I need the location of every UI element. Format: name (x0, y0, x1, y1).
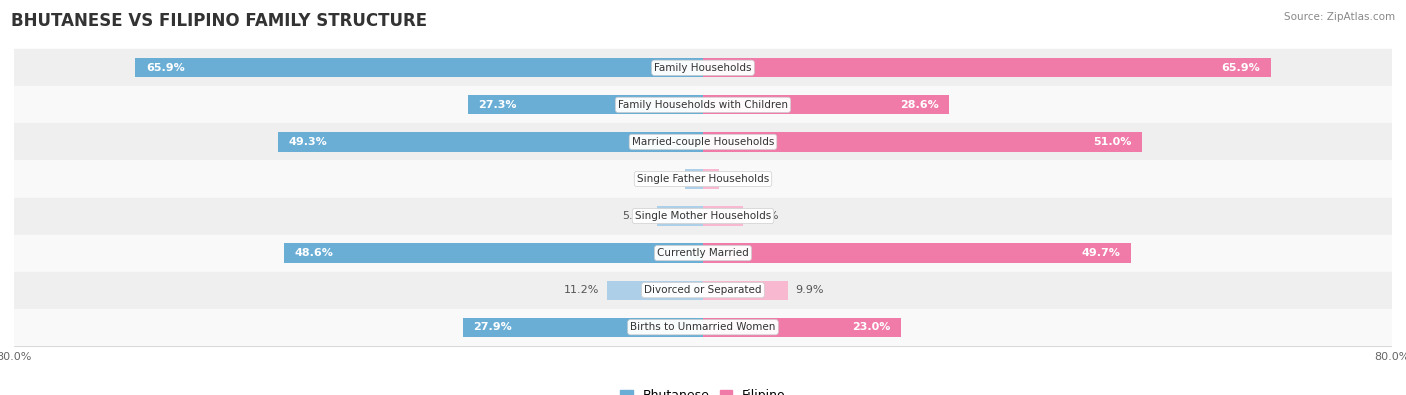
Bar (14, 308, 1392, 346)
Bar (14, 235, 1392, 272)
Bar (703, 280, 789, 300)
Bar (703, 243, 1130, 263)
Text: 48.6%: 48.6% (295, 248, 333, 258)
Text: 49.3%: 49.3% (288, 137, 328, 147)
Text: Family Households with Children: Family Households with Children (619, 100, 787, 110)
Bar (278, 132, 703, 152)
Text: BHUTANESE VS FILIPINO FAMILY STRUCTURE: BHUTANESE VS FILIPINO FAMILY STRUCTURE (11, 12, 427, 30)
Text: 28.6%: 28.6% (900, 100, 939, 110)
Bar (658, 207, 703, 226)
Text: 5.3%: 5.3% (623, 211, 651, 221)
Text: 27.3%: 27.3% (478, 100, 517, 110)
Text: 23.0%: 23.0% (852, 322, 891, 332)
Legend: Bhutanese, Filipino: Bhutanese, Filipino (616, 384, 790, 395)
Bar (14, 198, 1392, 235)
Bar (606, 280, 703, 300)
Bar (703, 95, 949, 115)
Bar (463, 318, 703, 337)
Text: 27.9%: 27.9% (472, 322, 512, 332)
Text: 51.0%: 51.0% (1094, 137, 1132, 147)
Bar (685, 169, 703, 188)
Bar (14, 272, 1392, 308)
Bar (703, 58, 1271, 77)
Text: 2.1%: 2.1% (650, 174, 678, 184)
Text: Single Mother Households: Single Mother Households (636, 211, 770, 221)
Bar (135, 58, 703, 77)
Bar (14, 87, 1392, 123)
Bar (703, 318, 901, 337)
Text: 65.9%: 65.9% (146, 63, 184, 73)
Text: Divorced or Separated: Divorced or Separated (644, 285, 762, 295)
Bar (14, 49, 1392, 87)
Bar (703, 169, 718, 188)
Text: Births to Unmarried Women: Births to Unmarried Women (630, 322, 776, 332)
Bar (468, 95, 703, 115)
Text: 9.9%: 9.9% (796, 285, 824, 295)
Text: Married-couple Households: Married-couple Households (631, 137, 775, 147)
Text: 49.7%: 49.7% (1081, 248, 1121, 258)
Text: Single Father Households: Single Father Households (637, 174, 769, 184)
Text: 11.2%: 11.2% (564, 285, 599, 295)
Bar (14, 123, 1392, 160)
Bar (284, 243, 703, 263)
Text: 65.9%: 65.9% (1222, 63, 1260, 73)
Text: Family Households: Family Households (654, 63, 752, 73)
Text: 4.7%: 4.7% (751, 211, 779, 221)
Text: 1.8%: 1.8% (725, 174, 754, 184)
Text: Source: ZipAtlas.com: Source: ZipAtlas.com (1284, 12, 1395, 22)
Bar (703, 132, 1142, 152)
Bar (703, 207, 744, 226)
Bar (14, 160, 1392, 198)
Text: Currently Married: Currently Married (657, 248, 749, 258)
